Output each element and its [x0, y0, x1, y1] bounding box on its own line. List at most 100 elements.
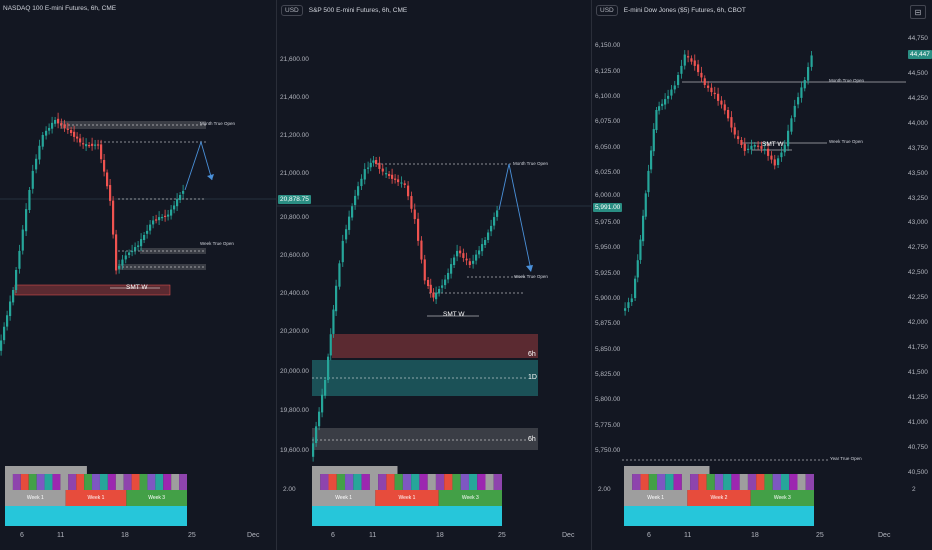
month-true-open-label: Month True Open	[200, 121, 236, 126]
day-block	[163, 474, 172, 490]
candle-body	[650, 150, 653, 170]
candle-body	[164, 215, 167, 217]
session-block	[5, 466, 87, 474]
candle-body	[773, 159, 776, 166]
day-block	[493, 474, 502, 490]
week-label: Week 1	[26, 495, 44, 501]
chart-panel-sp500[interactable]: USD S&P 500 E-mini Futures, 6h, CME 21,6…	[277, 0, 591, 550]
candle-body	[385, 173, 388, 175]
candle-body	[700, 72, 703, 78]
candle-body	[634, 278, 637, 298]
day-block	[452, 474, 461, 490]
candle-body	[31, 170, 34, 189]
candle-body	[410, 196, 413, 209]
candle-body	[12, 290, 15, 303]
symbol-title[interactable]: E-mini Dow Jones ($5) Futures, 6h, CBOT	[623, 7, 746, 14]
y-tick: 6,050.00	[595, 144, 621, 151]
day-block	[139, 474, 148, 490]
candle-body	[312, 443, 315, 457]
price-chart[interactable]	[277, 0, 591, 550]
projection-arrow	[526, 265, 533, 272]
y-tick: 41,500	[908, 369, 928, 376]
candle-body	[627, 302, 630, 308]
day-block	[477, 474, 486, 490]
chart-panel-nasdaq[interactable]: NASDAQ 100 E-mini Futures, 6h, CME Month…	[0, 0, 276, 550]
y-tick: 20,800.00	[280, 214, 309, 221]
day-block	[147, 474, 156, 490]
candle-body	[703, 78, 706, 85]
cyan-block	[624, 506, 814, 526]
candle-body	[438, 289, 441, 294]
candle-body	[15, 270, 18, 290]
candle-body	[152, 220, 155, 225]
y-tick: 5,750.00	[595, 447, 621, 454]
candle-body	[0, 340, 3, 351]
day-block	[624, 474, 633, 490]
day-block	[402, 474, 412, 490]
symbol-title[interactable]: NASDAQ 100 E-mini Futures, 6h, CME	[3, 5, 117, 12]
candle-body	[85, 144, 88, 147]
currency-badge[interactable]: USD	[596, 5, 618, 16]
candle-body	[624, 308, 627, 311]
y-tick: 20,400.00	[280, 290, 309, 297]
y-tick: 40,500	[908, 469, 928, 476]
symbol-title[interactable]: S&P 500 E-mini Futures, 6h, CME	[308, 7, 408, 14]
y-tick: 44,250	[908, 95, 928, 102]
week-label: Week 3	[461, 495, 479, 501]
day-block	[468, 474, 478, 490]
y-tick: 5,825.00	[595, 371, 621, 378]
candle-body	[760, 146, 763, 149]
settings-icon[interactable]: ⊟	[910, 5, 926, 19]
candle-body	[787, 130, 790, 147]
y-tick: 42,750	[908, 244, 928, 251]
candle-body	[478, 250, 481, 255]
zone-6h-lower	[312, 428, 538, 450]
day-block	[5, 474, 13, 490]
smt-label: SMT W	[443, 311, 465, 318]
candle-body	[394, 178, 397, 180]
candle-body	[143, 235, 146, 240]
x-tick: 18	[751, 532, 759, 539]
chart-header: USD E-mini Dow Jones ($5) Futures, 6h, C…	[596, 5, 746, 16]
week-block-2	[65, 490, 127, 506]
day-block	[28, 474, 37, 490]
day-block	[336, 474, 346, 490]
day-block	[115, 474, 124, 490]
candle-body	[76, 136, 79, 139]
day-block	[640, 474, 649, 490]
zone-label-1d: 1D	[528, 374, 537, 381]
candle-body	[793, 105, 796, 118]
panel-divider[interactable]	[591, 0, 592, 550]
y-tick: 6,100.00	[595, 93, 621, 100]
candle-body	[767, 148, 770, 156]
currency-badge[interactable]: USD	[281, 5, 303, 16]
candle-body	[327, 356, 330, 380]
smt-label: SMT W	[762, 141, 784, 148]
candle-body	[375, 160, 378, 164]
candle-body	[21, 229, 24, 251]
price-chart[interactable]	[0, 0, 276, 550]
y-tick: 42,250	[908, 294, 928, 301]
candle-body	[427, 280, 430, 286]
candle-body	[456, 250, 459, 257]
candle-body	[48, 127, 51, 131]
candle-body	[753, 145, 756, 147]
y-tick: 5,900.00	[595, 295, 621, 302]
x-tick: 25	[188, 532, 196, 539]
candle-body	[810, 55, 813, 67]
panel-divider[interactable]	[276, 0, 277, 550]
week-label: Week 3	[148, 495, 166, 501]
candle-body	[733, 127, 736, 135]
candle-body	[179, 195, 182, 200]
price-chart[interactable]	[592, 0, 906, 550]
day-block	[444, 474, 453, 490]
y-tick: 40,750	[908, 444, 928, 451]
week-block-3	[126, 490, 187, 506]
candle-body	[444, 279, 447, 286]
chart-panel-dow[interactable]: USD E-mini Dow Jones ($5) Futures, 6h, C…	[592, 0, 932, 550]
y-tick: 6,025.00	[595, 169, 621, 176]
candle-body	[780, 152, 783, 158]
indicator-value-right: 2	[912, 486, 916, 493]
candle-body	[57, 118, 60, 124]
